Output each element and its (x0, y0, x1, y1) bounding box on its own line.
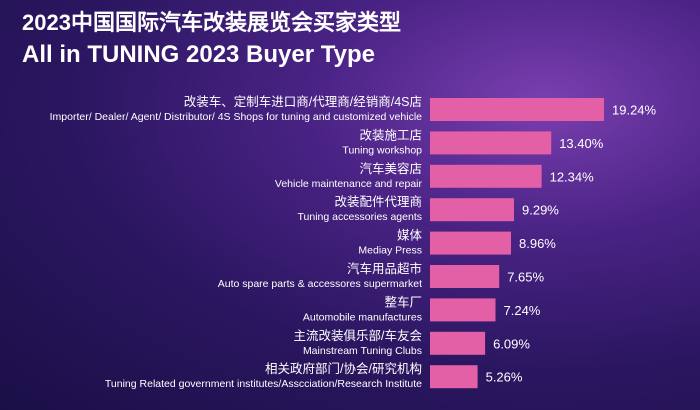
value-label: 9.29% (522, 203, 559, 218)
category-label-cn: 整车厂 (384, 294, 422, 309)
bar (430, 331, 486, 355)
value-label: 7.65% (507, 270, 544, 285)
category-label-en: Automobile manufactures (303, 311, 422, 323)
bar (430, 298, 496, 322)
value-label: 5.26% (486, 370, 523, 385)
category-label-cn: 主流改装俱乐部/车友会 (294, 328, 423, 343)
category-label-cn: 改装车、定制车进口商/代理商/经销商/4S店 (184, 94, 422, 109)
category-label-en: Auto spare parts & accessores supermarke… (218, 278, 422, 290)
bar (430, 131, 552, 155)
category-label-en: Mediay Press (358, 245, 422, 257)
category-label-en: Vehicle maintenance and repair (275, 178, 423, 190)
category-label-cn: 汽车美容店 (359, 161, 422, 176)
chart-subtitle: All in TUNING 2023 Buyer Type (22, 41, 375, 68)
value-label: 6.09% (493, 336, 530, 351)
category-label-en: Importer/ Dealer/ Agent/ Distributor/ 4S… (50, 111, 423, 123)
category-label-en: Mainstream Tuning Clubs (303, 345, 422, 357)
value-label: 19.24% (612, 103, 657, 118)
value-label: 7.24% (504, 303, 541, 318)
bar (430, 231, 511, 255)
title-block: 2023中国国际汽车改装展览会买家类型 All in TUNING 2023 B… (22, 8, 401, 72)
category-label-cn: 改装施工店 (359, 128, 422, 142)
value-label: 12.34% (550, 169, 595, 184)
category-label-cn: 相关政府部门/协会/研究机构 (265, 361, 422, 376)
value-label: 13.40% (559, 136, 604, 151)
category-label-cn: 改装配件代理商 (334, 194, 422, 209)
bar (430, 98, 604, 121)
bar (430, 265, 500, 288)
category-label-cn: 汽车用品超市 (347, 261, 422, 276)
bar (430, 164, 542, 188)
category-label-en: Tuning accessories agents (297, 211, 422, 223)
value-label: 8.96% (519, 236, 556, 251)
category-label-en: Tuning Related government institutes/Ass… (105, 378, 422, 390)
chart-title: 2023中国国际汽车改装展览会买家类型 (22, 10, 401, 35)
category-label-cn: 媒体 (397, 229, 423, 243)
bar (430, 198, 514, 222)
category-label-en: Tuning workshop (342, 144, 422, 156)
bar (430, 365, 478, 389)
